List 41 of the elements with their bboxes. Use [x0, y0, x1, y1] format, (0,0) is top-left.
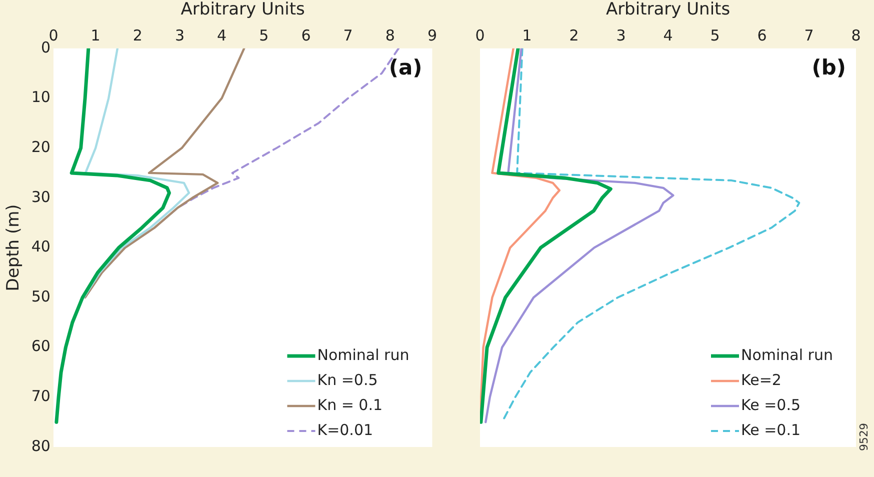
- x-tick-label: 8: [851, 26, 861, 44]
- annotation: (b): [812, 55, 846, 80]
- text: 9529: [857, 423, 870, 451]
- x-tick-label: 7: [343, 26, 353, 44]
- x-tick-label: 4: [217, 26, 227, 44]
- y-tick-label: 10: [31, 88, 50, 106]
- x-tick-label: 4: [663, 26, 673, 44]
- y-tick-label: 50: [31, 287, 50, 306]
- y-axis-title: Depth (m): [4, 204, 24, 292]
- x-axis-title: Arbitrary Units: [606, 0, 730, 20]
- legend-label: K=0.01: [317, 420, 374, 439]
- x-tick-label: 9: [427, 26, 437, 44]
- x-tick-label: 5: [259, 26, 269, 44]
- legend-label: Ke=2: [741, 370, 782, 389]
- y-tick-label: 20: [31, 138, 50, 156]
- x-tick-label: 1: [90, 26, 100, 44]
- x-tick-label: 6: [757, 26, 767, 44]
- y-tick-label: 60: [31, 337, 50, 356]
- y-tick-label: 80: [31, 436, 50, 455]
- x-tick-label: 2: [132, 26, 142, 44]
- x-tick-label: 7: [804, 26, 814, 44]
- x-tick-label: 1: [522, 26, 532, 44]
- y-tick-label: 70: [31, 387, 50, 406]
- legend-label: Ke =0.5: [741, 396, 801, 414]
- x-tick-label: 6: [301, 26, 311, 44]
- y-tick-label: 30: [31, 188, 50, 206]
- y-tick-label: 40: [31, 238, 50, 256]
- y-tick-label: 0: [40, 38, 50, 56]
- x-tick-label: 5: [710, 26, 720, 44]
- legend-label: Kn = 0.1: [317, 396, 383, 414]
- x-tick-label: 0: [475, 26, 485, 44]
- legend-label: Kn =0.5: [317, 370, 378, 389]
- x-tick-label: 3: [616, 26, 626, 44]
- x-axis-title: Arbitrary Units: [180, 0, 306, 20]
- legend-label: Nominal run: [741, 346, 833, 364]
- x-tick-label: 2: [569, 26, 579, 44]
- x-tick-label: 8: [385, 26, 395, 44]
- legend-label: Ke =0.1: [741, 420, 801, 439]
- x-tick-label: 3: [174, 26, 185, 44]
- annotation: (a): [388, 55, 422, 80]
- legend-label: Nominal run: [317, 346, 410, 364]
